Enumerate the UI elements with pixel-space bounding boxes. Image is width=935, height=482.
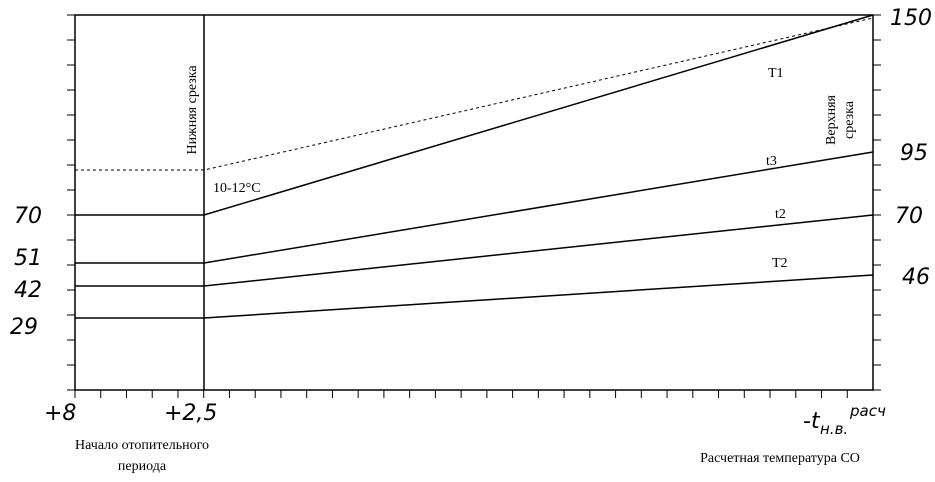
start-caption: Начало отопительного (75, 438, 209, 453)
line-T1 (75, 14, 874, 216)
line-t2 (75, 214, 874, 287)
left-label: 51 (14, 246, 42, 271)
x-end-sup: расч (849, 402, 886, 420)
left-label: 29 (10, 315, 38, 340)
upper-cut-label: срезка (842, 100, 857, 139)
right-label: 95 (900, 141, 928, 166)
upper-cut-label: Верхняя (824, 94, 839, 144)
line-label: T1 (768, 66, 784, 81)
lower-cut-label: Нижняя срезка (185, 65, 200, 155)
start-caption: периода (118, 459, 167, 474)
line-t3 (75, 151, 874, 264)
line-label: t2 (775, 207, 786, 222)
x-cut-label: +2,5 (164, 401, 217, 426)
x-end-label: -t (803, 409, 821, 434)
line-label: T2 (772, 256, 788, 271)
left-label: 42 (14, 278, 42, 303)
dashed-line (75, 17, 874, 171)
ticks (67, 14, 881, 398)
right-label: 150 (890, 6, 932, 31)
x-end-sub: н.в. (820, 420, 848, 438)
line-T2 (75, 274, 874, 319)
end-caption: Расчетная температура СО (700, 451, 860, 466)
x-start-label: +8 (44, 401, 76, 426)
right-label: 46 (902, 265, 930, 290)
line-label: t3 (766, 154, 777, 169)
right-label: 70 (895, 204, 923, 229)
annotation: 10-12°С (213, 181, 261, 196)
left-label: 70 (14, 204, 42, 229)
plot-frame (74, 14, 874, 391)
